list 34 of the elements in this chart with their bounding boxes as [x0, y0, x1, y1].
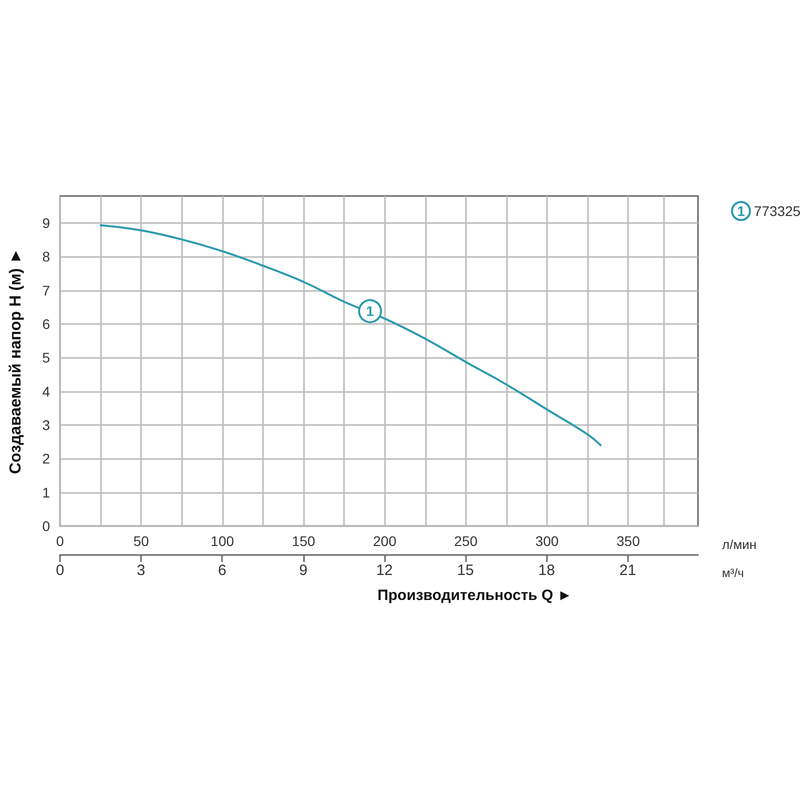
x-tick-label: 50 [133, 533, 150, 549]
x-axis-title: л/мин [722, 537, 757, 552]
y-axis-title: Создаваемый напор H (м) ► [8, 248, 24, 474]
x2-tick-label: 0 [56, 562, 64, 579]
x-tick-label: 100 [210, 533, 234, 549]
x-tick-label: 250 [454, 533, 478, 549]
x-tick-label: 150 [292, 533, 316, 549]
legend-label: 773325 [750, 203, 800, 219]
text: 1 [737, 203, 745, 219]
y-tick-label: 8 [42, 248, 50, 265]
x2-tick-label: 12 [376, 562, 393, 579]
x-tick-label: 350 [616, 533, 640, 549]
x-tick-label: 0 [56, 533, 64, 549]
annotation: 1 [366, 303, 374, 320]
x2-tick-label: 18 [538, 562, 555, 579]
x-tick-label: 300 [535, 533, 559, 549]
y-tick-label: 0 [42, 518, 50, 534]
y-tick-label: 6 [42, 316, 50, 332]
line-series [100, 224, 602, 446]
y-tick-label: 2 [42, 450, 50, 467]
y-tick-label: 1 [42, 484, 50, 500]
y-tick-label: 4 [42, 383, 50, 400]
text: Производительность Q ► [377, 587, 572, 604]
y-tick-label: 9 [42, 214, 50, 231]
x2-tick-label: 9 [299, 562, 308, 579]
x2-axis-title: м³/ч [722, 566, 744, 580]
y-tick-label: 5 [42, 350, 50, 366]
y-tick-label: 7 [42, 282, 50, 298]
x-tick-label: 200 [373, 533, 397, 549]
x2-tick-label: 6 [218, 562, 226, 579]
x2-tick-label: 3 [136, 562, 146, 579]
x2-tick-label: 21 [619, 562, 636, 579]
y-tick-label: 3 [42, 416, 50, 433]
x2-tick-label: 15 [457, 562, 474, 579]
